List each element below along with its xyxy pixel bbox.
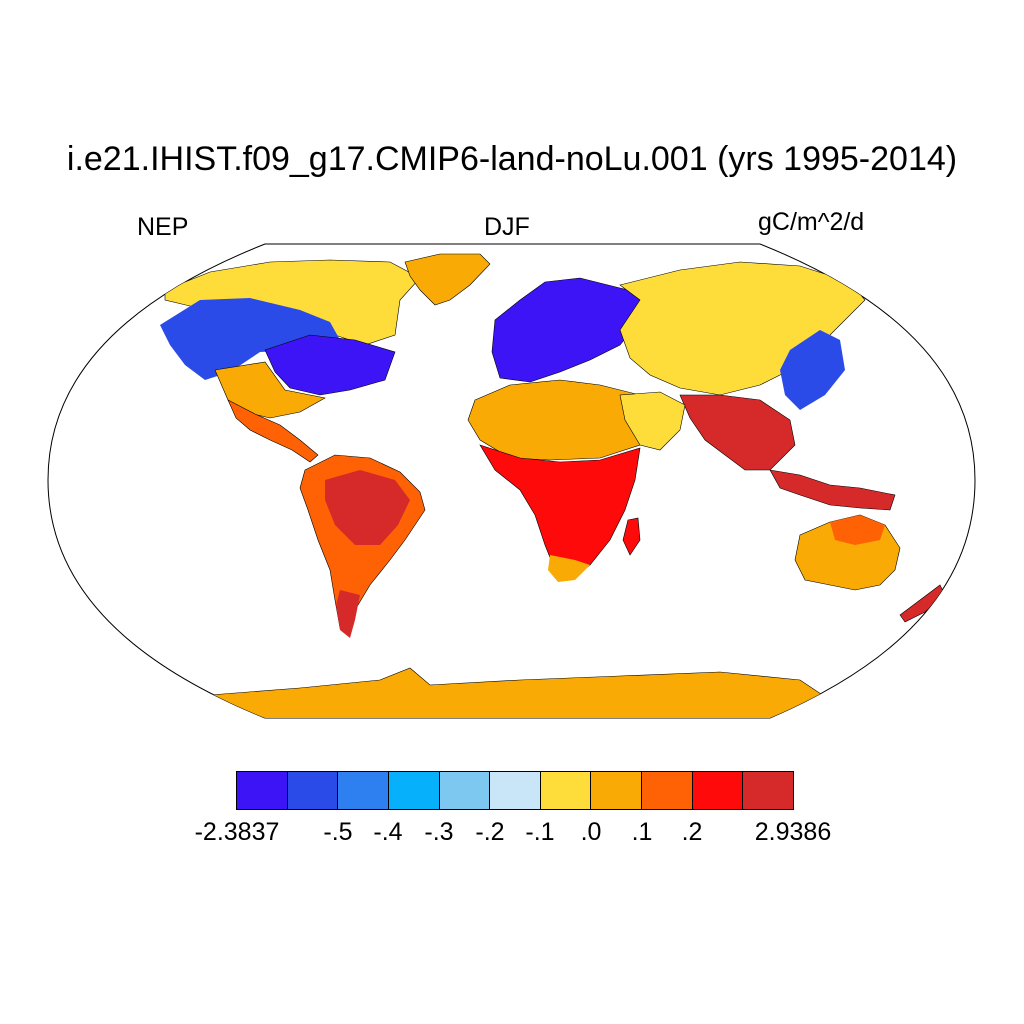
colorbar-tick-label: -.1 (525, 818, 555, 846)
colorbar-swatch (691, 771, 744, 810)
region-australia-north (830, 515, 885, 545)
colorbar-tick-label: -.5 (323, 818, 353, 846)
colorbar-swatch (337, 771, 389, 810)
colorbar-swatch (590, 771, 643, 810)
colorbar-tick-label: .2 (681, 818, 703, 846)
region-southeast-asia (769, 469, 896, 511)
colorbar-swatch (286, 771, 339, 810)
colorbar-tick-label: -.4 (373, 818, 403, 846)
region-greenland (404, 253, 491, 306)
region-western-canada-cold (160, 298, 340, 380)
colorbar-swatch (387, 771, 440, 810)
region-central-africa (479, 444, 641, 581)
region-southern-africa (548, 555, 590, 582)
region-mexico-central-america (227, 399, 319, 463)
region-antarctica (209, 667, 831, 718)
colorbar-swatch (539, 771, 592, 810)
plot-title: i.e21.IHIST.f09_g17.CMIP6-land-noLu.001 … (66, 140, 958, 178)
colorbar-tick-label: -2.3837 (194, 818, 280, 846)
colorbar-tick-label: 2.9386 (754, 818, 832, 846)
colorbar-tick-label: -.2 (475, 818, 505, 846)
season-label: DJF (484, 213, 530, 241)
units-label: gC/m^2/d (758, 208, 865, 236)
colorbar-swatch (641, 771, 693, 810)
colorbar-tick-label: .1 (631, 818, 653, 846)
colorbar-swatch (236, 771, 288, 810)
colorbar-tick-label: -.3 (424, 818, 454, 846)
region-madagascar (622, 517, 641, 556)
region-amazon (325, 470, 410, 545)
region-eastern-north-america (264, 334, 396, 396)
region-patagonia (336, 590, 360, 638)
colorbar-swatch (742, 771, 794, 810)
colorbar-swatch (438, 771, 491, 810)
variable-label: NEP (137, 213, 189, 241)
colorbar-tick-label: .0 (580, 818, 602, 846)
colorbar-swatch (489, 771, 541, 810)
region-arabia (619, 391, 686, 451)
region-east-asia-cold (780, 330, 845, 410)
